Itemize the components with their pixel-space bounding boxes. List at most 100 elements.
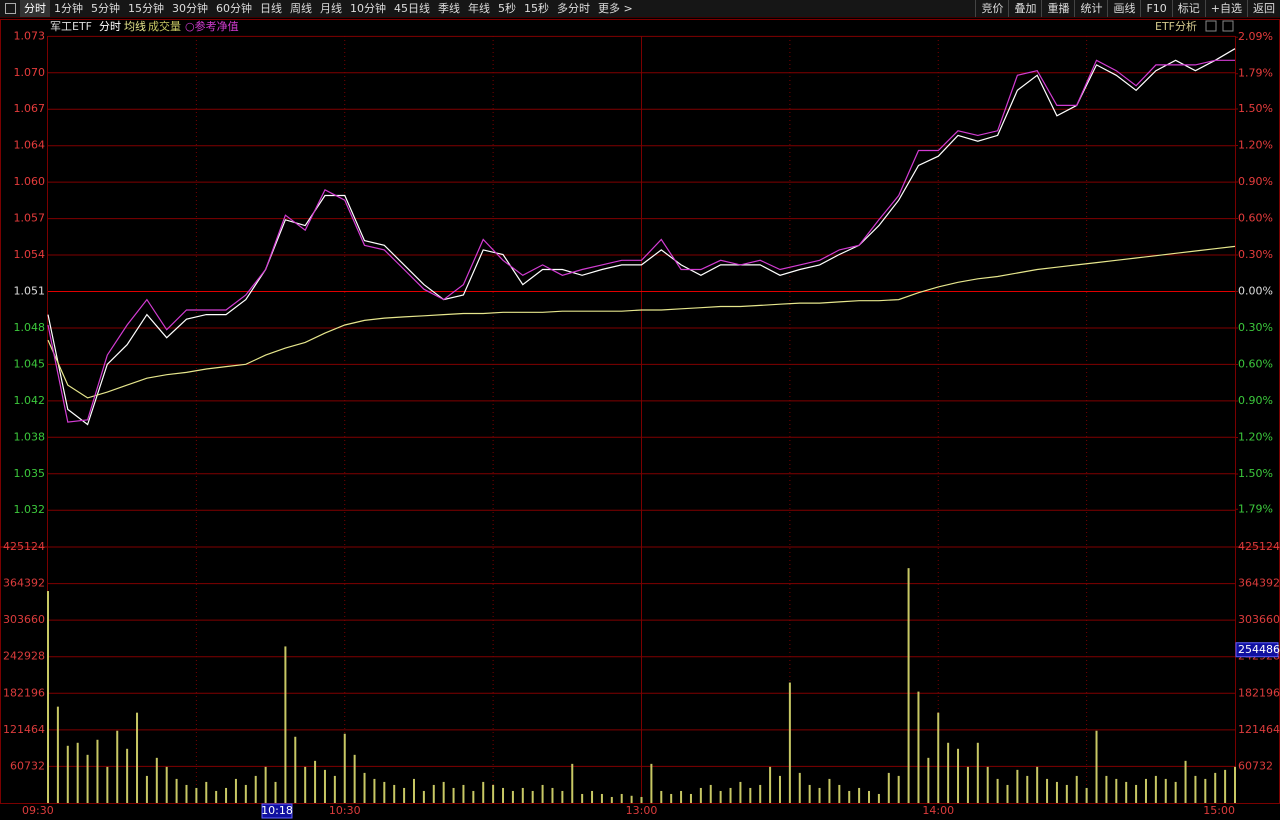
volume-bar	[1115, 778, 1118, 803]
cursor-value-box	[1235, 642, 1279, 658]
tool-buttons: 竞价 叠加 重播 统计 画线 F10 标记 +自选 返回	[975, 0, 1280, 17]
y-tick-label: 121464	[3, 723, 45, 736]
y-tick-label: 1.042	[14, 394, 46, 407]
y2-tick-label: 2.09%	[1238, 30, 1273, 43]
volume-bar	[323, 769, 326, 803]
period-tab[interactable]: 30分钟	[172, 2, 208, 15]
period-tab[interactable]: 45日线	[394, 2, 430, 15]
legend-entry: 均线	[124, 19, 146, 33]
volume-bar	[343, 733, 346, 803]
y-tick-label: 182196	[3, 686, 45, 699]
y2-tick-label: 0.90%	[1238, 175, 1273, 188]
volume-bar	[155, 757, 158, 803]
volume-bar	[452, 787, 455, 803]
period-tab[interactable]: 月线	[320, 2, 342, 15]
y2-tick-label: 0.90%	[1238, 394, 1273, 407]
volume-bar	[195, 787, 198, 803]
y-tick-label: 60732	[1238, 759, 1273, 772]
tool-button[interactable]: 重播	[1041, 0, 1074, 17]
period-tab[interactable]: 周线	[290, 2, 312, 15]
volume-bar	[957, 748, 960, 803]
period-tab[interactable]: 60分钟	[216, 2, 252, 15]
y-tick-label: 425124	[3, 540, 45, 553]
volume-bar	[551, 787, 554, 803]
volume-bar	[917, 691, 920, 803]
volume-bar	[680, 790, 683, 803]
period-tab[interactable]: 日线	[260, 2, 282, 15]
tool-button[interactable]: 叠加	[1008, 0, 1041, 17]
volume-bar	[521, 787, 524, 803]
y-tick-label: 242928	[3, 650, 45, 663]
volume-bar	[1085, 787, 1088, 803]
panel-toggle[interactable]	[5, 3, 16, 14]
volume-bar	[225, 787, 228, 803]
volume-bar	[1174, 781, 1177, 803]
volume-bar	[778, 775, 781, 803]
volume-bar	[383, 781, 386, 803]
tool-button[interactable]: 返回	[1247, 0, 1280, 17]
period-tab[interactable]: 5分钟	[91, 2, 120, 15]
volume-bar	[1204, 778, 1207, 803]
volume-bar	[600, 793, 603, 803]
y-tick-label: 121464	[1238, 723, 1280, 736]
etf-analysis[interactable]: ETF分析	[1155, 19, 1197, 33]
y2-tick-label: 1.79%	[1238, 502, 1273, 515]
volume-bar	[205, 781, 208, 803]
volume-bar	[106, 766, 109, 803]
panel-icon[interactable]	[1222, 20, 1234, 32]
panel-icon[interactable]	[1205, 20, 1217, 32]
volume-bar	[759, 784, 762, 803]
period-tab[interactable]: 分时	[20, 0, 50, 17]
volume-bar	[858, 787, 861, 803]
volume-bar	[769, 766, 772, 803]
period-tab[interactable]: 15分钟	[128, 2, 164, 15]
volume-bar	[907, 568, 910, 803]
period-tab[interactable]: 10分钟	[350, 2, 386, 15]
period-tab[interactable]: 季线	[438, 2, 460, 15]
tool-button[interactable]: +自选	[1204, 0, 1247, 17]
tool-button[interactable]: F10	[1140, 0, 1171, 17]
volume-bar	[887, 772, 890, 803]
volume-bar	[244, 784, 247, 803]
volume-bar	[492, 784, 495, 803]
volume-bar	[314, 760, 317, 803]
volume-bar	[1194, 775, 1197, 803]
volume-bar	[353, 754, 356, 803]
volume-bar	[1144, 778, 1147, 803]
y-tick-label: 425124	[1238, 540, 1280, 553]
period-tab[interactable]: 1分钟	[54, 2, 83, 15]
volume-bar	[719, 790, 722, 803]
y-tick-label: 1.051	[14, 285, 46, 298]
tool-button[interactable]: 统计	[1074, 0, 1107, 17]
period-tab[interactable]: 多分时	[557, 2, 590, 15]
volume-bar	[511, 790, 514, 803]
tool-button[interactable]: 画线	[1107, 0, 1140, 17]
price-line	[47, 48, 1236, 426]
volume-bar	[86, 754, 89, 803]
tool-button[interactable]: 竞价	[975, 0, 1008, 17]
y-tick-label: 303660	[1238, 613, 1280, 626]
volume-bar	[393, 784, 396, 803]
volume-bar	[96, 739, 99, 803]
price-line	[47, 245, 1236, 399]
volume-bar	[1055, 781, 1058, 803]
volume-bar	[868, 790, 871, 803]
volume-bar	[274, 781, 277, 803]
volume-bar	[699, 787, 702, 803]
volume-bar	[927, 757, 930, 803]
volume-bar	[709, 784, 712, 803]
volume-bar	[531, 790, 534, 803]
volume-bar	[1224, 769, 1227, 803]
period-tab[interactable]: 年线	[468, 2, 490, 15]
period-tab[interactable]: 更多 >	[598, 2, 633, 15]
volume-bar	[729, 787, 732, 803]
volume-bar	[116, 730, 119, 803]
y-tick-label: 1.073	[14, 29, 46, 42]
period-tab[interactable]: 15秒	[524, 2, 549, 15]
tool-button[interactable]: 标记	[1171, 0, 1205, 17]
volume-bar	[689, 793, 692, 803]
y-tick-label: 60732	[10, 759, 45, 772]
volume-bar	[185, 784, 188, 803]
period-tab[interactable]: 5秒	[498, 2, 516, 15]
volume-bar	[1065, 784, 1068, 803]
